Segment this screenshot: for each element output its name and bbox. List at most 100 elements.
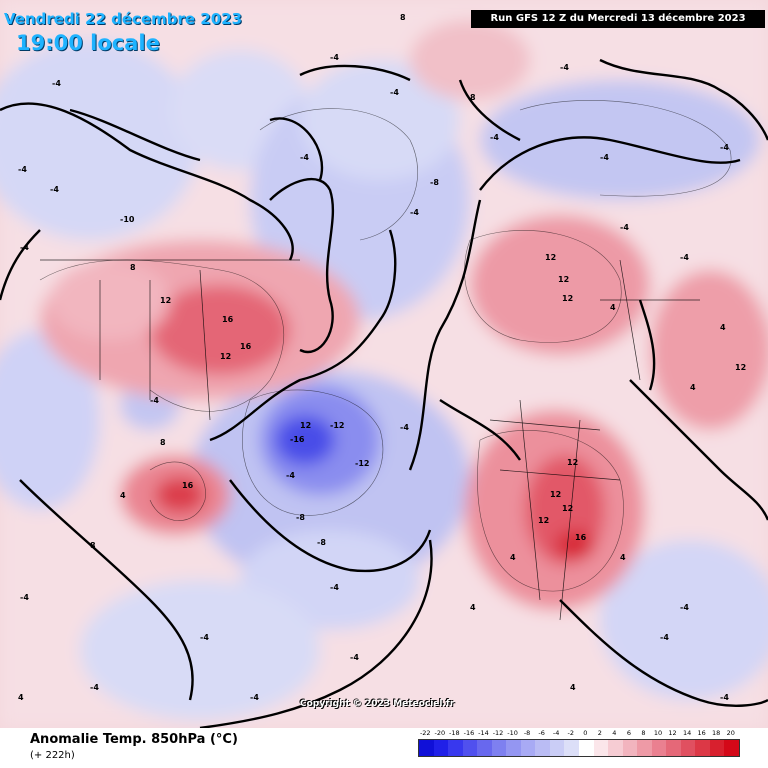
anomaly-label: 4 <box>690 383 696 392</box>
anomaly-label: 16 <box>222 315 234 324</box>
anomaly-label: -4 <box>660 633 669 642</box>
anomaly-label: -4 <box>680 603 689 612</box>
color-scale-label: -2 <box>567 729 574 737</box>
color-swatch <box>666 740 681 756</box>
color-scale-label: 4 <box>612 729 617 737</box>
color-swatch <box>535 740 550 756</box>
anomaly-label: -4 <box>50 185 59 194</box>
color-scale-label: 0 <box>583 729 588 737</box>
anomaly-label: 4 <box>120 491 126 500</box>
anomaly-label: -4 <box>250 693 259 702</box>
anomaly-label: -4 <box>18 165 27 174</box>
color-swatch <box>462 740 478 756</box>
anomaly-label: -4 <box>620 223 629 232</box>
color-scale-label: -12 <box>492 729 504 737</box>
anomaly-label: -4 <box>330 583 339 592</box>
color-scale-label: 14 <box>682 729 692 737</box>
anomaly-label: -8 <box>430 178 439 187</box>
anomaly-label: -4 <box>560 63 569 72</box>
anomaly-label: -4 <box>20 243 29 252</box>
anomaly-label: -4 <box>286 471 295 480</box>
color-scale-label: 10 <box>653 729 663 737</box>
anomaly-label: -4 <box>600 153 609 162</box>
anomaly-label: -8 <box>317 538 326 547</box>
color-swatch <box>622 740 638 756</box>
anomaly-label: 12 <box>538 516 549 525</box>
anomaly-label: 8 <box>160 438 166 447</box>
anomaly-label: -4 <box>400 423 409 432</box>
anomaly-label: 4 <box>720 323 726 332</box>
anomaly-label: -4 <box>150 396 159 405</box>
color-scale-swatches <box>418 739 740 757</box>
forecast-date: Vendredi 22 décembre 2023 <box>4 10 243 28</box>
color-scale-label: -22 <box>419 729 431 737</box>
anomaly-label: -4 <box>410 208 419 217</box>
color-swatch <box>520 740 536 756</box>
anomaly-label: -4 <box>720 143 729 152</box>
anomaly-label: -4 <box>390 88 399 97</box>
anomaly-label: 16 <box>182 481 194 490</box>
color-scale-label: -6 <box>538 729 545 737</box>
anomaly-label: 12 <box>545 253 556 262</box>
forecast-time: 19:00 locale <box>16 31 160 55</box>
color-swatch <box>680 740 696 756</box>
map-title: Anomalie Temp. 850hPa (°C) <box>30 732 238 747</box>
anomaly-label: 12 <box>562 294 573 303</box>
anomaly-label: 8 <box>400 13 406 22</box>
color-scale-label: 12 <box>668 729 677 737</box>
color-scale-label: 20 <box>726 729 735 737</box>
coastlines <box>0 58 768 728</box>
color-scale-label: -8 <box>523 729 531 737</box>
color-scale-label: -20 <box>434 729 446 737</box>
forecast-offset: (+ 222h) <box>30 750 75 761</box>
anomaly-label: 12 <box>558 275 569 284</box>
anomaly-label: -4 <box>330 53 339 62</box>
anomaly-label: 12 <box>300 421 311 430</box>
color-scale-label: 8 <box>641 729 646 737</box>
color-swatch <box>506 740 521 756</box>
color-swatch <box>448 740 463 756</box>
map-graphic: -4 -4 -4 -10 -4 8 12 16 16 12 -4 8 16 4 8 -4 -4 -4 4 12 -12 -… <box>0 0 768 728</box>
anomaly-label: 12 <box>567 458 578 467</box>
color-scale-label: 18 <box>712 729 721 737</box>
anomaly-fill <box>0 0 768 728</box>
color-swatch <box>419 740 434 756</box>
anomaly-label: 12 <box>550 490 561 499</box>
color-scale-label: -10 <box>507 729 518 737</box>
contour-lines <box>39 100 732 592</box>
color-swatch <box>695 740 710 756</box>
color-swatch <box>477 740 492 756</box>
anomaly-label: -4 <box>490 133 499 142</box>
color-scale-label: 16 <box>697 729 706 737</box>
anomaly-label: -4 <box>350 653 359 662</box>
anomaly-label: -4 <box>720 693 729 702</box>
color-scale-label: 2 <box>597 729 602 737</box>
anomaly-label: 4 <box>470 603 476 612</box>
anomaly-label: 12 <box>562 504 573 513</box>
color-scale-label: -18 <box>449 729 460 737</box>
anomaly-label: 4 <box>570 683 576 692</box>
color-swatch <box>593 740 609 756</box>
anomaly-label: 12 <box>220 352 231 361</box>
anomaly-label: -4 <box>680 253 689 262</box>
copyright: Copyright © 2023 Meteociel.fr <box>300 699 455 709</box>
anomaly-label: 4 <box>510 553 516 562</box>
color-swatch <box>651 740 667 756</box>
color-swatch <box>549 740 565 756</box>
anomaly-label: 4 <box>610 303 616 312</box>
color-swatch <box>579 740 594 756</box>
color-scale-label: -14 <box>478 729 489 737</box>
anomaly-label: -12 <box>330 421 344 430</box>
color-scale-label: -4 <box>552 729 560 737</box>
anomaly-label: 8 <box>130 263 136 272</box>
color-swatch <box>637 740 652 756</box>
anomaly-label: -4 <box>90 683 99 692</box>
color-swatch <box>433 740 449 756</box>
color-swatch <box>709 740 725 756</box>
color-swatch <box>564 740 580 756</box>
anomaly-label: -16 <box>290 435 305 444</box>
anomaly-label: 16 <box>575 533 587 542</box>
anomaly-label: -4 <box>20 593 29 602</box>
anomaly-label: 12 <box>160 296 171 305</box>
borders <box>40 259 700 621</box>
